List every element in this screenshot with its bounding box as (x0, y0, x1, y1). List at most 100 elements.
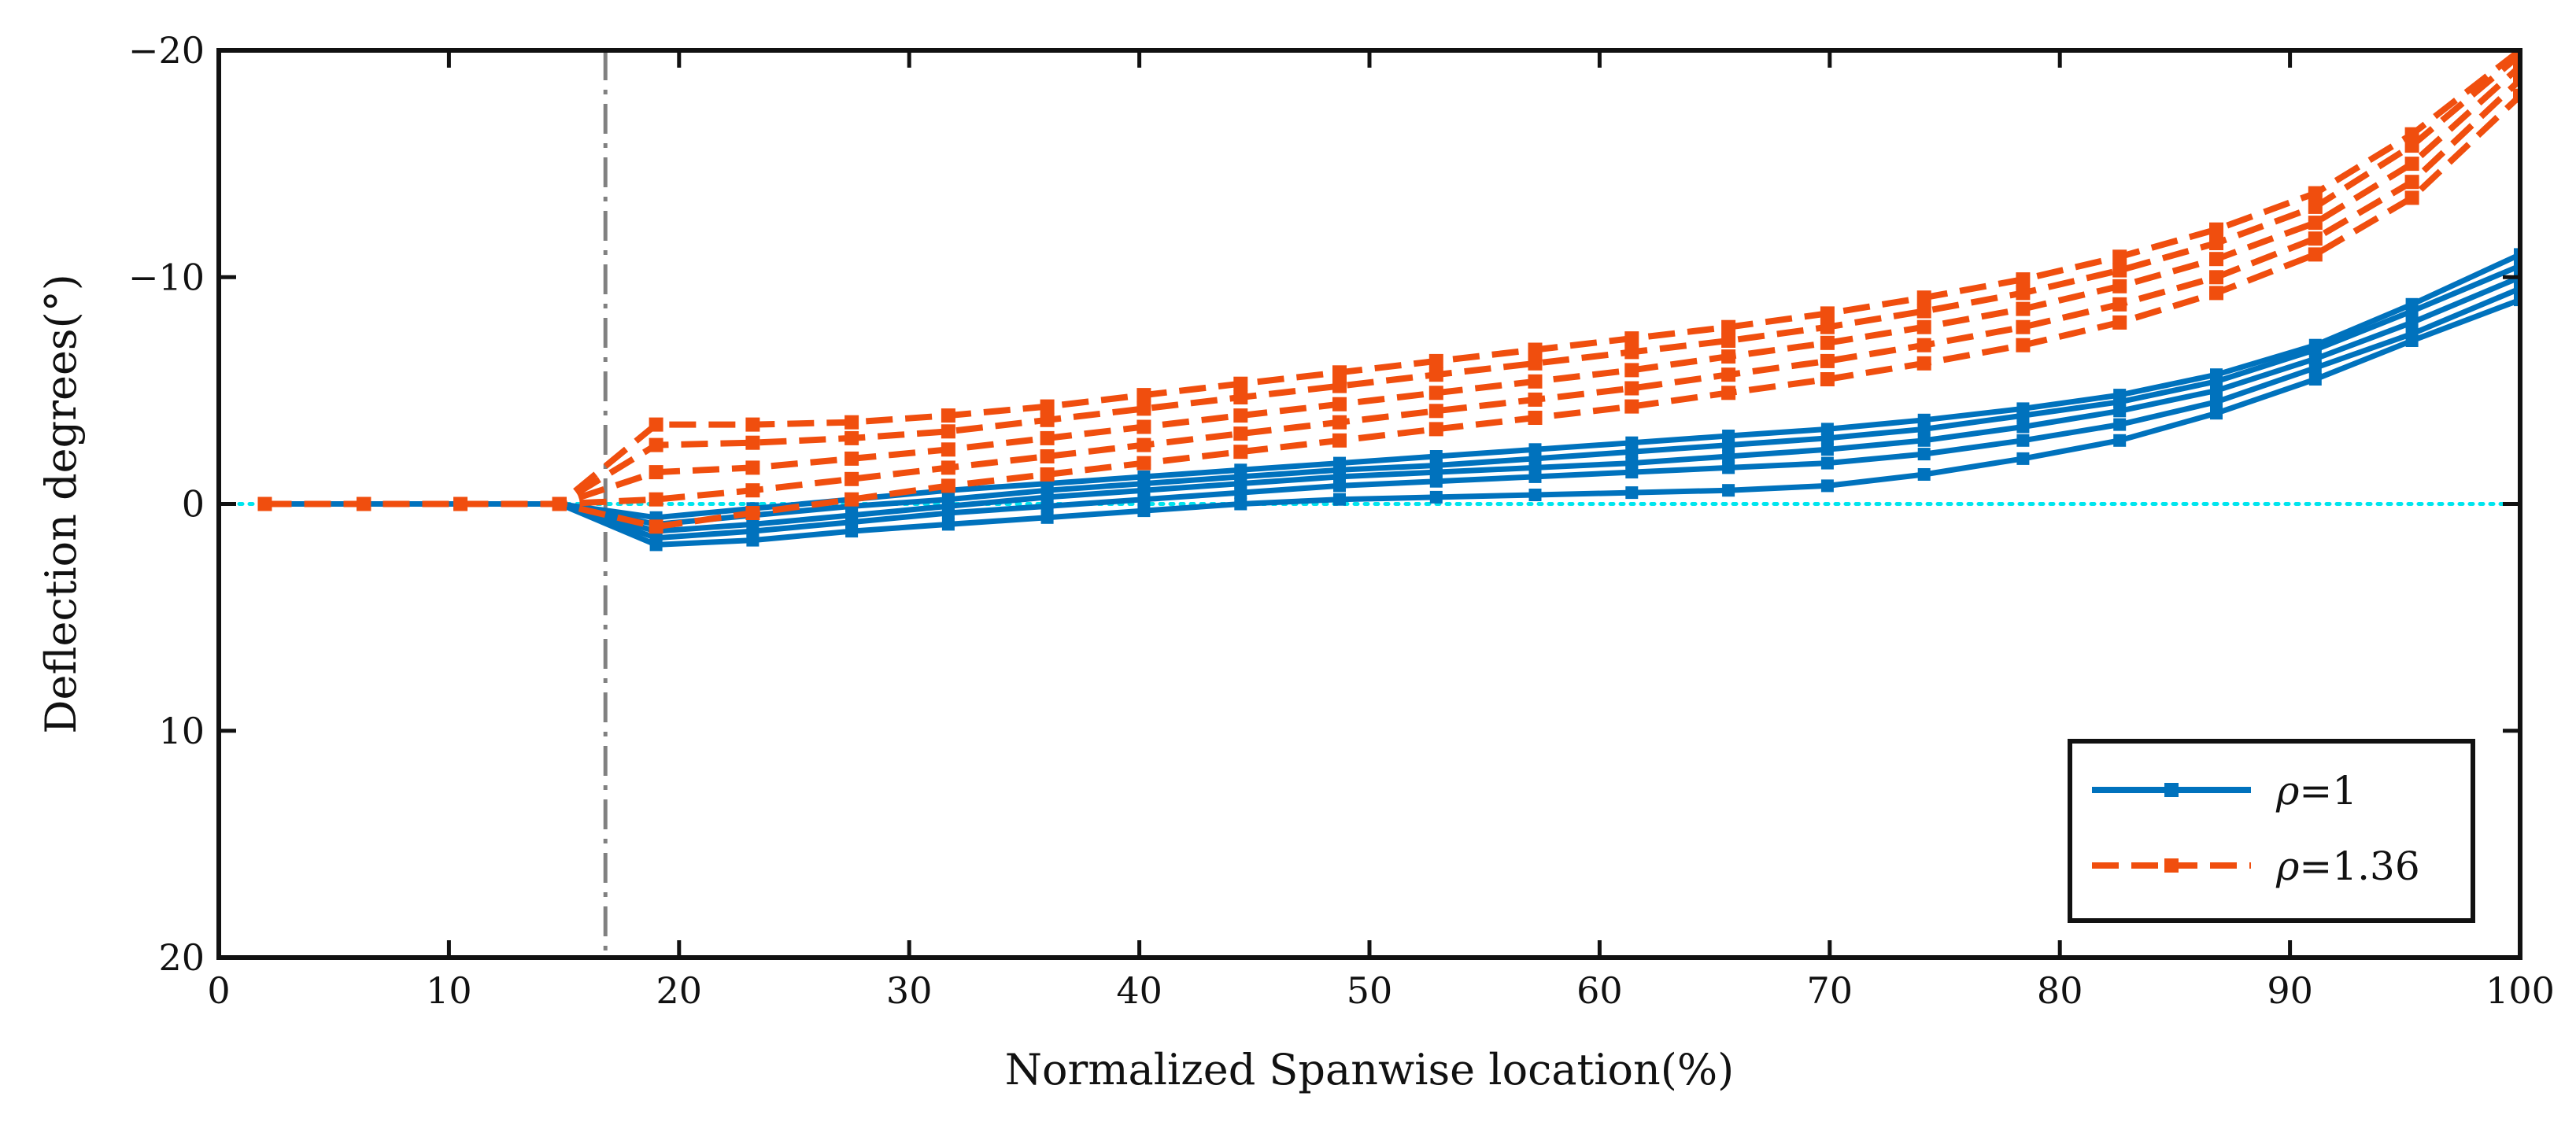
y-tick-label: −10 (128, 256, 205, 298)
data-point (1820, 306, 1835, 321)
legend-label: ρ=1 (2275, 768, 2357, 814)
data-point (1528, 411, 1543, 425)
data-point (1820, 443, 1834, 456)
x-axis-label: Normalized Spanwise location(%) (1005, 1045, 1734, 1094)
legend-marker (2164, 858, 2179, 873)
axes: 0 10 20 30 40 50 60 70 80 90 100 −20 −10 0 10 20 Normali… (36, 29, 2555, 1094)
data-point (1332, 397, 1347, 412)
data-point (2308, 247, 2323, 262)
legend-box (2068, 739, 2475, 923)
data-point (1917, 468, 1931, 481)
data-point (1624, 381, 1639, 396)
data-point (1234, 463, 1247, 477)
data-point (552, 496, 567, 511)
data-point (2514, 259, 2520, 272)
data-point (2513, 50, 2520, 57)
data-point (2308, 338, 2322, 352)
data-point (1233, 445, 1248, 460)
data-point (1136, 401, 1151, 416)
data-point (745, 460, 760, 475)
data-point (1916, 319, 1931, 334)
data-point (649, 465, 663, 480)
data-point (2113, 418, 2127, 431)
series-line (264, 297, 2520, 548)
data-point (1428, 404, 1443, 419)
legend-entry-rho-1: ρ=1 (2092, 768, 2357, 814)
data-point (1428, 422, 1443, 437)
data-point (1428, 353, 1443, 368)
data-point (2016, 452, 2030, 465)
data-point (844, 415, 859, 430)
data-point (1332, 365, 1347, 380)
legend-value-text: =1.36 (2299, 843, 2419, 889)
data-point (1625, 436, 1639, 449)
legend-label: ρ=1.36 (2275, 843, 2420, 889)
data-point (2209, 270, 2223, 285)
data-point (1721, 319, 1736, 334)
data-point (1040, 430, 1055, 445)
x-tick-label: 100 (2485, 969, 2555, 1012)
data-point (357, 496, 371, 511)
series-line (264, 93, 2520, 530)
data-point (1820, 423, 1834, 436)
data-point (2308, 186, 2323, 201)
data-point (1722, 450, 1735, 463)
data-point (2514, 282, 2520, 295)
legend-marker (2164, 783, 2179, 797)
data-point (2210, 368, 2223, 382)
data-point (2514, 293, 2520, 307)
data-point (1820, 353, 1835, 368)
data-point (1332, 415, 1347, 430)
data-point (2210, 395, 2223, 408)
data-point (2209, 286, 2223, 301)
data-point (1136, 388, 1151, 403)
data-point (2308, 231, 2323, 246)
data-point (1136, 456, 1151, 471)
legend-rho-symbol: ρ (2275, 843, 2300, 889)
data-point (2210, 407, 2223, 420)
data-point (649, 519, 663, 534)
data-point (2514, 248, 2520, 261)
data-point (941, 460, 955, 475)
data-point (844, 430, 859, 445)
data-point (1040, 449, 1055, 463)
data-point (1820, 319, 1835, 334)
series-line (264, 77, 2520, 507)
data-point (649, 417, 663, 432)
x-tick-label: 30 (886, 969, 933, 1012)
data-point (844, 471, 859, 486)
data-point (1333, 493, 1346, 506)
data-point (2016, 338, 2031, 352)
data-point (2016, 272, 2031, 287)
data-point (1136, 437, 1151, 452)
data-point (2112, 315, 2127, 330)
data-point (1916, 356, 1931, 371)
data-point (2112, 249, 2127, 264)
series-line (264, 275, 2520, 534)
data-point (2404, 157, 2419, 172)
data-point (1624, 363, 1639, 378)
data-point (1528, 342, 1543, 357)
data-point (2308, 373, 2322, 386)
data-point (1233, 408, 1248, 423)
data-point (1721, 334, 1736, 348)
data-point (1624, 399, 1639, 414)
data-point (1233, 390, 1248, 404)
data-point (2404, 190, 2419, 205)
x-tick-label: 40 (1116, 969, 1162, 1012)
data-point (2308, 199, 2323, 214)
data-point (1820, 479, 1834, 493)
data-point (1721, 349, 1736, 364)
data-point (2404, 175, 2419, 190)
series-line (264, 64, 2520, 507)
data-point (1625, 456, 1639, 470)
data-point (1332, 378, 1347, 393)
data-point (1624, 345, 1639, 360)
data-point (941, 408, 955, 423)
data-point (2513, 59, 2520, 74)
x-tick-label: 0 (207, 969, 230, 1012)
data-point (257, 496, 272, 511)
data-point (2209, 236, 2223, 250)
x-tick-label: 90 (2267, 969, 2313, 1012)
